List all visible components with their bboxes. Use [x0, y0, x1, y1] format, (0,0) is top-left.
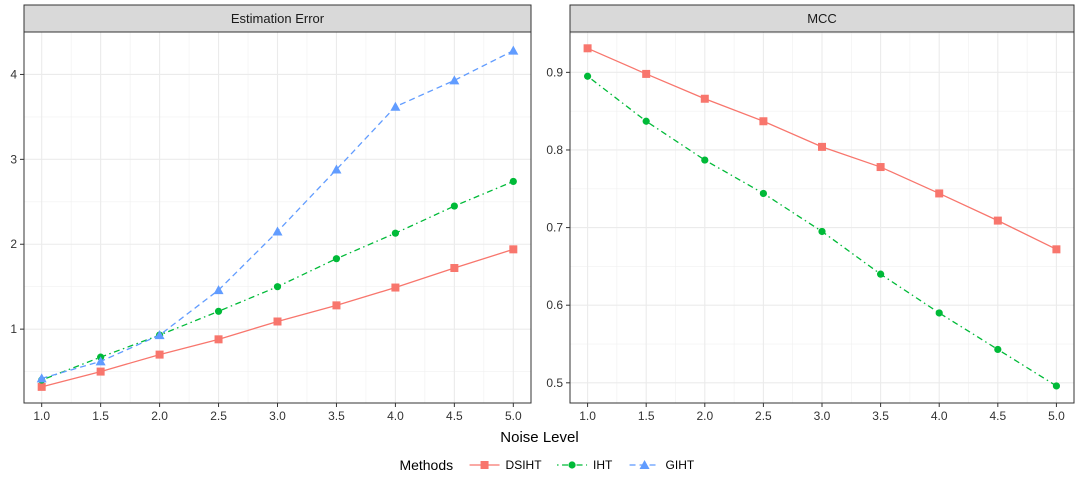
series-dsiht [583, 44, 1061, 254]
legend-item-iht: IHT [557, 458, 613, 472]
data-point-dsiht [332, 301, 341, 310]
data-point-dsiht [37, 382, 46, 391]
data-point-iht [273, 283, 282, 291]
y-tick-label: 1 [10, 322, 17, 336]
legend-label: DSIHT [506, 458, 543, 472]
legend-item-dsiht: DSIHT [469, 458, 543, 472]
data-point-dsiht [642, 69, 651, 78]
data-point-iht [994, 345, 1002, 354]
x-tick-label: 4.0 [387, 409, 404, 423]
data-point-iht [818, 227, 826, 236]
x-tick-label: 1.5 [638, 409, 655, 423]
panel-2: MCC 1.0 1.5 2.0 2.5 3.0 3.5 4.0 4.5 5.0 0.5 0.6 0.7 0… [546, 4, 1075, 423]
x-tick-label: 2.0 [696, 409, 713, 423]
data-point-dsiht [876, 163, 885, 172]
data-point-iht [1052, 382, 1061, 390]
x-tick-label: 5.0 [505, 409, 522, 423]
x-tick-label: 2.5 [210, 409, 227, 423]
data-point-giht [95, 356, 106, 366]
data-point-giht [272, 226, 283, 236]
data-point-dsiht [993, 216, 1002, 225]
data-point-dsiht [214, 335, 223, 344]
x-tick-label: 4.5 [989, 409, 1006, 423]
data-point-dsiht [759, 117, 768, 126]
legend-key-marker [639, 460, 650, 469]
series-giht [36, 45, 519, 383]
x-tick-label: 1.5 [92, 409, 109, 423]
y-tick-label: 0.7 [546, 221, 563, 235]
legend-label: GIHT [666, 458, 695, 472]
series-iht [583, 72, 1061, 390]
facet-strip [569, 4, 1075, 33]
x-tick-label: 3.5 [872, 409, 889, 423]
y-tick-label: 0.6 [546, 298, 563, 312]
data-point-iht [935, 309, 943, 317]
x-axis-title: Noise Level [500, 429, 578, 446]
data-point-iht [583, 72, 592, 80]
data-point-dsiht [155, 350, 164, 359]
panel-1: Estimation Error 1.0 1.5 2.0 2.5 3.0 3.5 4.0 4.5… [10, 4, 532, 423]
x-tick-label: 3.5 [328, 409, 345, 423]
legend-item-giht: GIHT [629, 458, 695, 472]
y-tick-label: 2 [10, 237, 17, 251]
data-point-dsiht [509, 245, 518, 254]
data-point-dsiht [96, 367, 105, 376]
gridlines [24, 31, 531, 403]
series-dsiht [37, 245, 518, 391]
data-point-iht [701, 156, 709, 164]
data-point-giht [36, 373, 47, 383]
legend-title: Methods [399, 457, 453, 473]
panels: Estimation Error 1.0 1.5 2.0 2.5 3.0 3.5 4.0 4.5… [10, 4, 1075, 423]
facet-title: MCC [807, 11, 837, 26]
data-point-iht [877, 270, 885, 278]
x-tick-label: 4.0 [931, 409, 948, 423]
facet-title: Estimation Error [231, 11, 325, 26]
y-tick-label: 4 [10, 67, 17, 81]
legend-key-marker [480, 461, 489, 469]
x-tick-label: 2.0 [151, 409, 168, 423]
y-tick-label: 0.9 [546, 65, 563, 79]
data-point-dsiht [583, 44, 592, 53]
x-tick-label: 4.5 [446, 409, 463, 423]
data-point-giht [154, 330, 165, 340]
data-point-giht [390, 101, 401, 111]
data-point-dsiht [450, 264, 459, 273]
data-point-giht [449, 75, 460, 85]
data-point-dsiht [935, 189, 944, 198]
legend: Methods DSIHT IHT GIHT [399, 457, 694, 473]
data-point-iht [214, 307, 223, 315]
x-tick-label: 3.0 [814, 409, 831, 423]
data-point-iht [450, 202, 458, 210]
data-point-dsiht [273, 317, 282, 326]
y-tick-label: 0.8 [546, 143, 563, 157]
data-point-dsiht [818, 142, 826, 151]
facet-strip [23, 4, 532, 33]
data-point-giht [331, 164, 342, 174]
legend-key-marker [568, 461, 576, 469]
data-point-dsiht [391, 283, 400, 292]
x-tick-label: 1.0 [33, 409, 50, 423]
gridlines [570, 32, 1074, 403]
data-point-iht [642, 117, 650, 125]
y-tick-label: 0.5 [546, 376, 563, 390]
x-tick-label: 2.5 [755, 409, 772, 423]
data-point-iht [332, 255, 341, 263]
data-point-giht [508, 45, 519, 55]
data-point-iht [759, 189, 767, 198]
x-tick-label: 1.0 [579, 409, 596, 423]
y-tick-label: 3 [10, 152, 17, 166]
x-tick-label: 3.0 [269, 409, 286, 423]
data-point-iht [509, 177, 517, 186]
data-point-dsiht [1052, 245, 1061, 254]
x-tick-label: 5.0 [1048, 409, 1065, 423]
legend-label: IHT [593, 458, 613, 472]
data-point-giht [213, 285, 224, 295]
data-point-dsiht [700, 94, 709, 103]
data-point-iht [391, 229, 400, 237]
